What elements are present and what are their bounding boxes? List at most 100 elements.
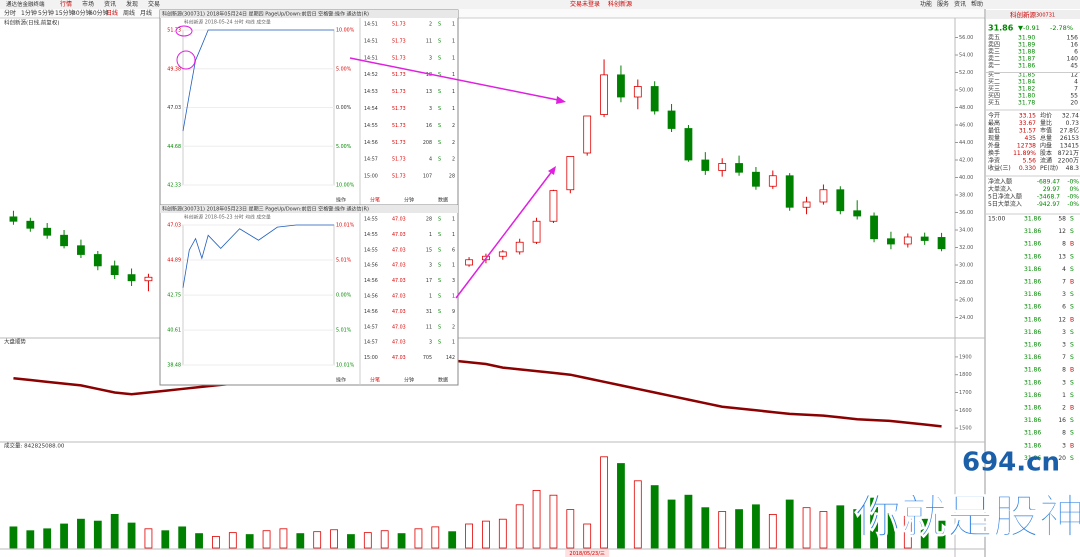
tick-cell: S <box>438 157 441 163</box>
popup-button[interactable]: 操作 <box>336 197 346 204</box>
flow-pct: 0% <box>1069 186 1079 193</box>
toolbar-button[interactable]: 60分钟 <box>89 9 109 17</box>
tick-side: S <box>1070 266 1074 273</box>
popup-button[interactable]: 数据 <box>438 377 448 384</box>
volume-bar <box>617 463 625 549</box>
flow-pct: -0% <box>1067 179 1079 186</box>
y-tick-label: 30.00 <box>959 263 973 269</box>
y-tick-label: 42.33 <box>167 183 181 189</box>
tick-cell: 13 <box>426 89 432 95</box>
tick-cell: 11 <box>426 324 432 330</box>
volume-bar <box>414 528 423 549</box>
tick-price: 31.86 <box>1024 266 1041 273</box>
tick-cell: 14:55 <box>364 123 378 129</box>
stat-label: 换手 <box>988 149 1000 157</box>
tick-cell: 14:56 <box>364 263 378 269</box>
tick-price: 31.86 <box>1024 430 1041 437</box>
stat-value: 0.330 <box>1019 165 1036 172</box>
tick-volume: 8 <box>1062 367 1066 374</box>
stat-label: 股本 <box>1040 149 1052 157</box>
volume-bar <box>262 530 271 549</box>
tick-cell: 47.03 <box>392 278 406 284</box>
arrow-head <box>556 96 566 104</box>
toolbar-button[interactable]: 月线 <box>140 9 152 17</box>
menu-item: 功能 <box>920 0 932 8</box>
popup-title: 科创新源(300731) 2018年05月23日 星期三 PageUp/Down… <box>162 206 369 213</box>
menu-item: 帮助 <box>971 0 983 8</box>
toolbar-button[interactable]: 1分钟 <box>21 9 37 17</box>
tick-side: B <box>1070 316 1074 323</box>
flow-value: -3468.7 <box>1037 194 1060 201</box>
toolbar-button[interactable]: 30分钟 <box>72 9 92 17</box>
popup-subtitle: 科创新源 2018-05-24 分时 均线 成交量 <box>184 19 271 26</box>
popup-button[interactable]: 分笔 <box>370 197 380 204</box>
tick-cell: 14:51 <box>364 55 378 61</box>
tick-cell: S <box>438 22 441 28</box>
tick-cell: 15:00 <box>364 174 378 180</box>
tick-volume: 12 <box>1058 316 1066 323</box>
candle-body <box>802 201 811 208</box>
x-axis-label: 2018/05/23/三 <box>569 551 605 557</box>
volume-bar <box>583 523 592 549</box>
toolbar-button[interactable]: 日线 <box>106 9 118 17</box>
y-tick-label: 24.00 <box>959 315 973 321</box>
stat-value: 32.74 <box>1062 113 1079 120</box>
book-volume: 16 <box>1070 42 1078 49</box>
candle-body <box>532 220 541 243</box>
flow-label: 5日大单流入 <box>988 200 1022 208</box>
popup-button[interactable]: 操作 <box>336 377 346 384</box>
tick-cell: 6 <box>452 247 455 253</box>
flow-label: 大单流入 <box>988 185 1012 193</box>
y-tick-label: 38.48 <box>167 363 181 369</box>
popup-button[interactable]: 分笔 <box>370 377 380 384</box>
volume-bar <box>9 526 18 549</box>
popup-button[interactable]: 分钟 <box>404 377 414 384</box>
flow-pct: -0% <box>1067 194 1079 201</box>
tick-volume: 8 <box>1062 430 1066 437</box>
popup-button[interactable]: 分钟 <box>404 197 414 204</box>
y-tick-label: 32.00 <box>959 245 973 251</box>
tick-time: 15:00 <box>988 216 1005 223</box>
book-volume: 55 <box>1070 93 1078 100</box>
stat-label: 今开 <box>988 112 1000 120</box>
tick-price: 31.86 <box>1024 241 1041 248</box>
stat-value: 48.3 <box>1066 165 1080 172</box>
tick-cell: S <box>438 72 441 78</box>
tick-cell: 47.03 <box>392 232 406 238</box>
volume-bar <box>853 509 862 549</box>
pct-label: 10.00% <box>336 28 355 34</box>
book-volume: 4 <box>1074 79 1078 86</box>
volume-bar <box>870 497 878 549</box>
tick-cell: 14:55 <box>364 217 378 223</box>
tick-cell: 14:54 <box>364 106 378 112</box>
popup-header <box>160 10 458 18</box>
book-price: 31.80 <box>1018 93 1035 100</box>
candle-body <box>9 216 18 222</box>
tick-volume: 3 <box>1062 291 1066 298</box>
popup-title: 科创新源(300731) 2018年05月24日 星期四 PageUp/Down… <box>162 11 369 18</box>
popup-button[interactable]: 数据 <box>438 197 448 204</box>
stat-value: 0.73 <box>1066 120 1080 127</box>
tick-cell: 3 <box>429 263 432 269</box>
volume-bar <box>110 514 119 549</box>
toolbar-button[interactable]: 分时 <box>4 9 16 17</box>
tick-cell: 11 <box>426 38 432 44</box>
candle-body <box>752 171 760 187</box>
toolbar-button[interactable]: 15分钟 <box>55 9 75 17</box>
toolbar-button[interactable]: 5分钟 <box>38 9 54 17</box>
stat-value: 27.8亿 <box>1060 127 1079 135</box>
toolbar-button[interactable]: 周线 <box>123 9 135 17</box>
candle-body <box>718 163 727 171</box>
candle-body <box>465 259 473 266</box>
stat-label: 流通 <box>1040 157 1052 165</box>
tick-price: 31.86 <box>1024 342 1041 349</box>
volume-bar <box>77 518 85 549</box>
popups: 科创新源(300731) 2018年05月24日 星期四 PageUp/Down… <box>159 9 459 386</box>
tick-cell: 1 <box>452 294 455 300</box>
book-price: 31.87 <box>1018 56 1035 63</box>
tick-cell: 2 <box>452 123 455 129</box>
tick-cell: 51.73 <box>392 55 406 61</box>
tick-price: 31.86 <box>1024 228 1041 235</box>
volume-bar <box>768 514 777 549</box>
